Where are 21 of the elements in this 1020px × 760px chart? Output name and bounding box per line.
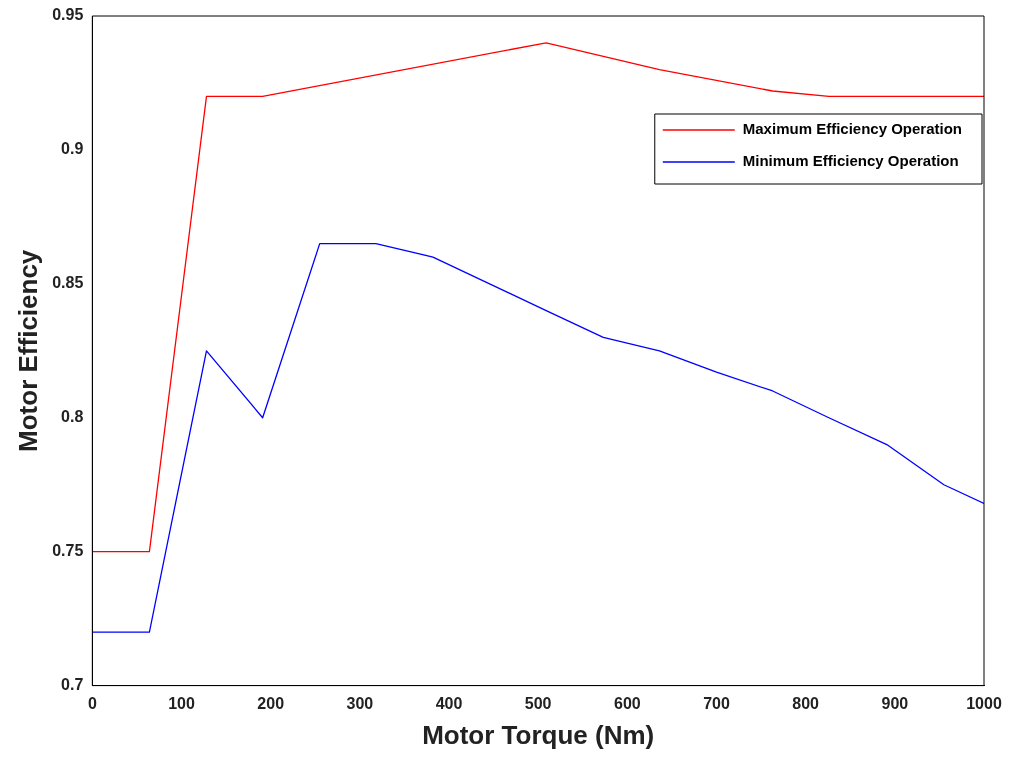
y-tick-label: 0.9: [61, 140, 84, 158]
y-axis-title: Motor Efficiency: [12, 249, 43, 452]
x-axis-title: Motor Torque (Nm): [422, 719, 655, 750]
x-tick-label: 300: [346, 694, 374, 712]
x-tick-label: 400: [435, 694, 463, 712]
x-tick-label: 100: [168, 694, 195, 712]
y-tick-label: 0.85: [52, 274, 84, 292]
y-tick-label: 0.75: [52, 542, 84, 560]
y-tick-label: 0.7: [61, 676, 84, 694]
x-tick-label: 1000: [966, 694, 1002, 712]
legend-label: Maximum Efficiency Operation: [742, 120, 963, 138]
x-tick-label: 0: [87, 694, 97, 712]
x-tick-label: 200: [257, 694, 285, 712]
legend-label: Minimum Efficiency Operation: [742, 152, 959, 170]
x-tick-label: 700: [703, 694, 730, 712]
y-tick-label: 0.8: [61, 408, 84, 426]
x-tick-label: 900: [881, 694, 909, 712]
x-tick-label: 600: [613, 694, 641, 712]
y-tick-label: 0.95: [52, 6, 84, 24]
x-tick-label: 800: [792, 694, 820, 712]
x-tick-label: 500: [524, 694, 552, 712]
